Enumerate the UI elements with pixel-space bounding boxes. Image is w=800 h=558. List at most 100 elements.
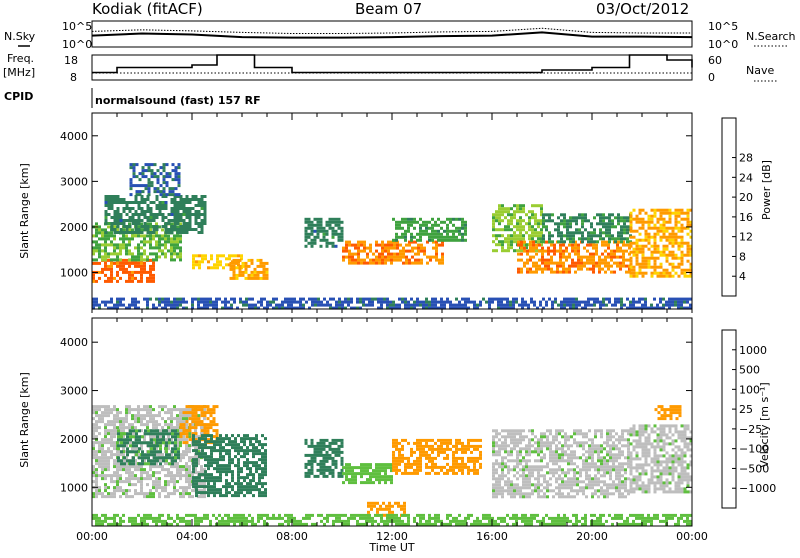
velocity-panel-cell (225, 482, 228, 485)
power-panel-cell (210, 254, 213, 257)
power-panel-cell (492, 213, 495, 216)
velocity-panel-cell (543, 435, 546, 438)
velocity-panel-cell (467, 472, 470, 475)
power-panel-cell (201, 213, 204, 216)
velocity-panel-cell (501, 489, 504, 492)
power-panel-cell (639, 218, 642, 221)
velocity-panel-cell (479, 457, 482, 460)
velocity-panel-cell (332, 448, 335, 451)
velocity-panel-cell (252, 485, 255, 488)
power-panel-cell (366, 256, 369, 259)
power-panel-cell (630, 236, 633, 239)
power-panel-cell (204, 219, 207, 222)
velocity-panel-cell (119, 495, 122, 498)
power-panel-cell (452, 230, 455, 233)
power-panel-cell (160, 166, 163, 169)
power-panel-cell (520, 268, 523, 271)
velocity-panel-cell (440, 445, 443, 448)
freq-strip-series (92, 55, 692, 73)
power-panel-cell (577, 265, 580, 268)
power-panel-cell (141, 201, 144, 204)
velocity-panel-cell (446, 442, 449, 445)
velocity-panel-cell (534, 489, 537, 492)
velocity-panel-cell (155, 423, 158, 426)
power-panel-cell (167, 301, 170, 304)
power-panel-cell (504, 216, 507, 219)
velocity-panel-cell (258, 449, 261, 452)
power-panel-cell (227, 301, 230, 304)
power-panel-cell (137, 258, 140, 261)
velocity-panel-cell (425, 439, 428, 442)
power-panel-cell (569, 298, 572, 301)
velocity-panel-cell (449, 469, 452, 472)
power-panel-cell (152, 262, 155, 265)
power-panel-cell (645, 239, 648, 242)
velocity-panel-cell (495, 432, 498, 435)
power-panel-cell (166, 172, 169, 175)
noise-left-top-tick: 10^5 (62, 20, 92, 33)
power-panel-cell (175, 172, 178, 175)
power-panel-cell (119, 243, 122, 246)
power-panel-cell (245, 271, 248, 274)
power-panel-cell (98, 237, 101, 240)
velocity-panel-cell (195, 485, 198, 488)
velocity-panel-cell (150, 450, 153, 453)
velocity-panel-cell (378, 472, 381, 475)
power-panel-cell (386, 304, 389, 307)
power-panel-cell (191, 298, 194, 301)
velocity-panel-cell (513, 435, 516, 438)
velocity-panel-cell (240, 476, 243, 479)
power-panel-cell (431, 224, 434, 227)
power-panel-cell (378, 259, 381, 262)
power-panel-cell (434, 224, 437, 227)
power-panel-cell (149, 259, 152, 262)
power-panel-cell (254, 277, 257, 280)
power-panel-cell (607, 256, 610, 259)
power-panel-cell (171, 231, 174, 234)
power-panel-cell (633, 269, 636, 272)
power-panel-cell (144, 222, 147, 225)
velocity-panel-cell (401, 448, 404, 451)
power-panel-cell (513, 204, 516, 207)
velocity-panel-cell (110, 450, 113, 453)
power-panel-cell (593, 298, 596, 301)
power-panel-cell (189, 216, 192, 219)
power-panel-cell (407, 304, 410, 307)
velocity-panel-cell (228, 437, 231, 440)
velocity-panel-cell (219, 443, 222, 446)
power-panel-cell (571, 250, 574, 253)
power-panel-cell (158, 301, 161, 304)
velocity-panel-cell (195, 405, 198, 408)
power-panel-cell (563, 219, 566, 222)
power-panel-cell (535, 253, 538, 256)
power-panel-cell (517, 259, 520, 262)
power-panel-cell (98, 231, 101, 234)
power-panel-cell (134, 271, 137, 274)
velocity-panel-cell (164, 462, 167, 465)
power-panel-cell (620, 301, 623, 304)
velocity-panel-cell (479, 463, 482, 466)
power-panel-cell (163, 190, 166, 193)
power-panel-cell (605, 234, 608, 237)
power-panel-cell (660, 275, 663, 278)
velocity-panel-cell (179, 486, 182, 489)
power-panel-cell (151, 172, 154, 175)
power-panel-cell (586, 244, 589, 247)
power-panel-cell (341, 233, 344, 236)
velocity-panel-cell (332, 451, 335, 454)
velocity-panel-cell (410, 451, 413, 454)
velocity-panel-cell (213, 405, 216, 408)
power-panel-cell (625, 250, 628, 253)
velocity-panel-cell (458, 439, 461, 442)
power-panel-cell (414, 247, 417, 250)
power-panel-cell (166, 184, 169, 187)
velocity-panel-cell (95, 423, 98, 426)
power-panel-cell (510, 243, 513, 246)
power-panel-cell (636, 263, 639, 266)
noise-left-bottom-tick: 10^0 (62, 38, 92, 51)
power-panel-cell (360, 244, 363, 247)
power-panel-cell (308, 227, 311, 230)
power-panel-cell (372, 253, 375, 256)
power-panel-cell (230, 277, 233, 280)
velocity-panel-cell (185, 453, 188, 456)
